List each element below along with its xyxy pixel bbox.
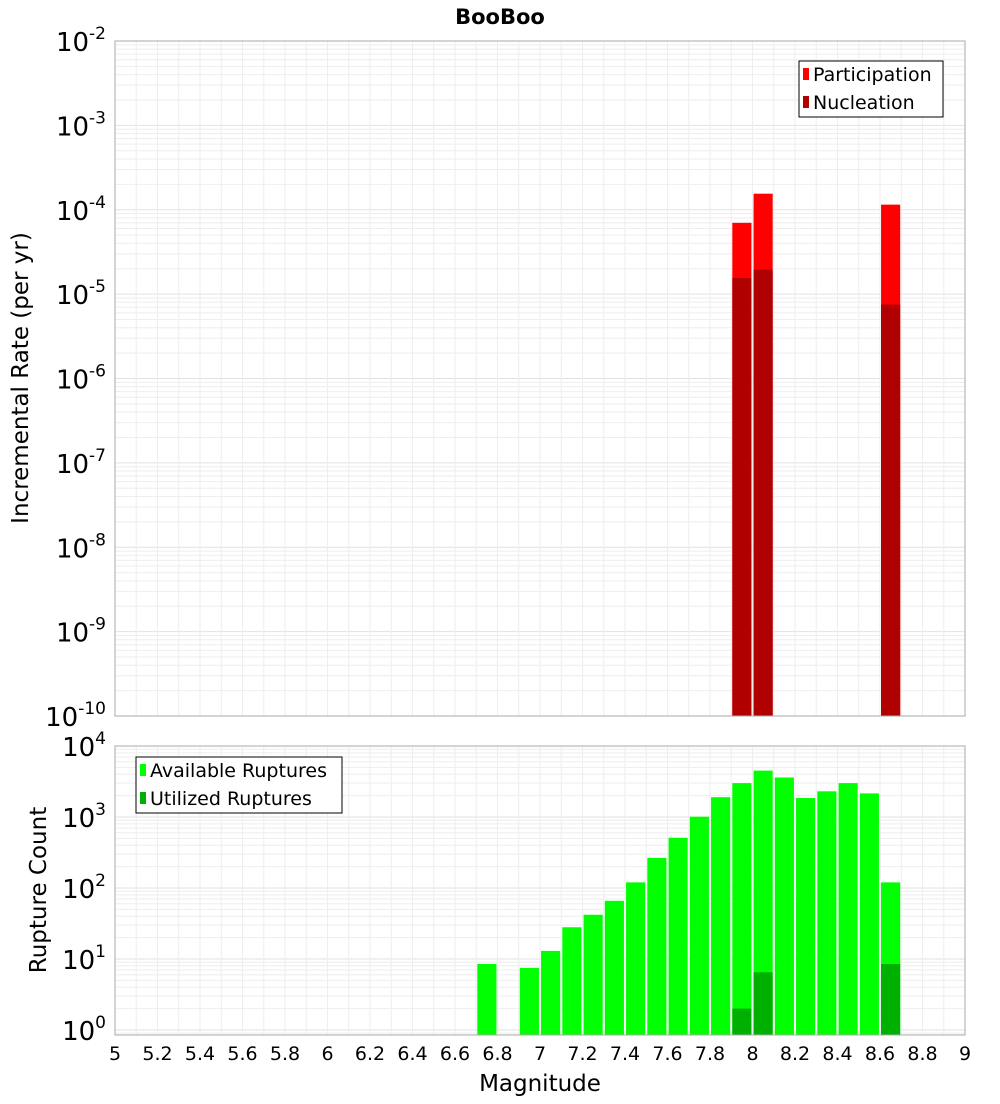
y-tick-label: 10-10 [45,699,106,733]
legend-box [135,756,343,814]
top-legend: Participation Nucleation [798,60,944,118]
y-tick-label: 10-7 [56,446,106,480]
bar [774,777,794,1035]
bar [647,857,667,1035]
bar [519,967,539,1035]
bar [626,882,646,1035]
y-tick-label: 103 [62,800,106,834]
legend-swatch [803,68,809,80]
x-tick-label: 6.8 [482,1043,512,1065]
top-panel: 10-2 10-3 10-4 10-5 10-6 10-7 10-8 10-9 10-10 Par… [45,24,966,733]
x-tick-label: 8.6 [865,1043,895,1065]
x-axis-label: Magnitude [479,1071,601,1097]
x-tick-label: 7.2 [567,1043,597,1065]
legend-label: Utilized Ruptures [150,788,312,810]
x-tick-label: 5.8 [270,1043,300,1065]
legend-label: Participation [813,64,932,86]
x-tick-label: 8.2 [780,1043,810,1065]
bar [583,914,603,1035]
y-tick-label: 10-4 [56,193,106,227]
bar [796,798,816,1035]
top-series-nucleation [732,269,901,716]
bar [838,783,858,1035]
legend-swatch [140,792,146,804]
bar [753,269,773,716]
bar [604,900,624,1035]
top-y-axis-label: Incremental Rate (per yr) [8,232,34,524]
bar [881,304,901,716]
x-tick-label: 6.4 [397,1043,427,1065]
y-tick-label: 102 [62,871,106,905]
bar [711,797,731,1035]
x-tick-label: 6.6 [440,1043,470,1065]
legend-swatch [803,96,809,108]
bottom-legend: Available Ruptures Utilized Ruptures [135,756,343,814]
x-tick-label: 9 [959,1043,971,1065]
bar [753,972,773,1035]
x-tick-label: 7.4 [610,1043,640,1065]
bar [753,770,773,1035]
bar [859,793,879,1035]
legend-label: Nucleation [813,92,915,114]
bar [541,950,561,1035]
y-tick-label: 10-2 [56,24,106,58]
bar [881,964,901,1035]
x-tick-label: 7.6 [652,1043,682,1065]
chart-title: BooBoo [455,5,545,29]
x-tick-label: 6.2 [355,1043,385,1065]
x-tick-label: 8.8 [907,1043,937,1065]
y-tick-label: 10-3 [56,108,106,142]
bottom-panel: 100 101 102 103 104 Available Ruptures Utilize… [62,729,971,1065]
bar [562,927,582,1035]
bottom-series-utilized-ruptures [732,964,901,1035]
bottom-plot-frame [114,745,966,1036]
bar [732,783,752,1035]
bar [732,278,752,716]
y-tick-label: 104 [62,729,106,763]
x-tick-label: 5.4 [185,1043,215,1065]
bar [817,791,837,1035]
bar [689,816,709,1035]
legend-label: Available Ruptures [150,760,327,782]
top-plot-frame [114,40,966,717]
bar [668,837,688,1035]
bar [732,1008,752,1035]
x-tick-label: 8 [746,1043,758,1065]
x-tick-label: 5.6 [227,1043,257,1065]
y-tick-label: 101 [62,942,106,976]
x-tick-label: 5 [109,1043,121,1065]
x-tick-label: 6 [321,1043,333,1065]
bottom-y-axis-label: Rupture Count [26,807,52,973]
top-grid [114,40,966,717]
x-tick-label: 7.8 [695,1043,725,1065]
legend-swatch [140,764,146,776]
bar [477,964,497,1035]
y-tick-label: 100 [62,1013,106,1047]
x-tick-label: 8.4 [822,1043,852,1065]
y-tick-label: 10-8 [56,530,106,564]
x-tick-label: 7 [534,1043,546,1065]
y-tick-label: 10-5 [56,277,106,311]
y-tick-label: 10-6 [56,362,106,396]
x-tick-label: 5.2 [142,1043,172,1065]
legend-box [798,60,944,118]
y-tick-label: 10-9 [56,615,106,649]
